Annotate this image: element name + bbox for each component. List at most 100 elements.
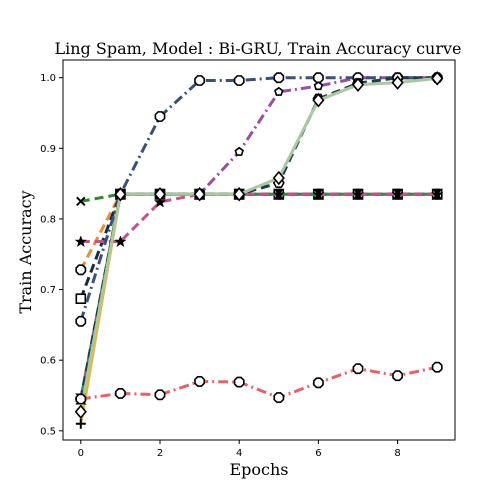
marker-octagon: [431, 361, 443, 373]
data-point-marker: [75, 393, 87, 405]
axes-group: 0 2 4 6 8 0.5 0.6 0.7 0.8 0.9 1.0: [40, 73, 401, 459]
marker-star: [74, 235, 88, 248]
marker-octagon: [233, 376, 245, 388]
data-point-marker: [114, 235, 127, 248]
data-point-marker: [313, 81, 324, 91]
data-point-marker: [272, 170, 285, 186]
x-tick-label: 2: [157, 448, 163, 459]
data-point-marker: [154, 111, 166, 122]
marker-x: [76, 196, 86, 207]
data-point-marker: [74, 404, 87, 419]
data-point-marker: [154, 389, 166, 401]
marker-star: [153, 195, 167, 208]
marker-octagon: [75, 315, 87, 327]
data-point-marker: [431, 71, 444, 86]
data-point-marker: [312, 93, 325, 108]
marker-diamond: [193, 186, 206, 202]
x-axis-label: Epochs: [229, 460, 288, 479]
data-point-marker: [75, 293, 87, 305]
marker-diamond: [153, 186, 167, 202]
data-point-marker: [194, 375, 206, 387]
x-tick-label: 4: [236, 448, 242, 459]
x-tick-label: 6: [315, 448, 321, 459]
data-point-marker: [233, 75, 245, 86]
series-line: [79, 76, 438, 412]
marker-octagon: [273, 392, 285, 404]
marker-diamond: [391, 75, 404, 90]
y-tick-label: 0.6: [40, 356, 56, 367]
y-tick-label: 0.7: [40, 285, 56, 296]
marker-star: [351, 187, 365, 200]
marker-octagon: [312, 377, 324, 389]
y-tick-label: 0.5: [40, 426, 56, 437]
marker-diamond: [74, 404, 87, 419]
marker-pentagon: [234, 146, 244, 156]
marker-octagon: [75, 393, 87, 405]
marker-diamond: [233, 186, 246, 202]
data-point-marker: [431, 361, 443, 373]
series-11: [75, 361, 443, 405]
series-line: [80, 192, 438, 243]
data-point-marker: [430, 187, 444, 200]
data-point-marker: [274, 86, 284, 96]
marker-octagon: [194, 75, 206, 86]
marker-octagon: [392, 370, 404, 382]
data-point-marker: [273, 392, 285, 404]
marker-star: [391, 187, 404, 200]
data-point-marker: [114, 186, 127, 202]
marker-star: [312, 187, 325, 200]
marker-octagon: [75, 264, 87, 276]
data-point-marker: [272, 187, 286, 200]
y-tick-label: 0.9: [40, 144, 56, 155]
data-point-marker: [392, 370, 404, 382]
x-tick-label: 8: [394, 448, 400, 459]
data-point-marker: [312, 187, 325, 200]
data-point-marker: [193, 186, 206, 202]
series-line: [80, 365, 438, 401]
data-point-marker: [233, 376, 245, 388]
marker-star: [430, 187, 444, 200]
marker-octagon: [154, 389, 166, 401]
marker-diamond: [312, 93, 325, 108]
chart-title: Ling Spam, Model : Bi-GRU, Train Accurac…: [54, 39, 461, 58]
y-tick-label: 1.0: [40, 73, 56, 84]
data-point-marker: [153, 186, 167, 202]
data-point-marker: [391, 75, 404, 90]
plot-frame: [62, 59, 456, 441]
x-tick-label: 0: [78, 448, 84, 459]
y-axis-label: Train Accuracy: [16, 190, 35, 313]
marker-octagon: [352, 363, 364, 375]
data-point-marker: [352, 363, 364, 375]
data-point-marker: [194, 75, 206, 86]
data-point-marker: [233, 186, 246, 202]
data-point-marker: [273, 72, 285, 84]
marker-star: [114, 235, 127, 248]
data-point-marker: [234, 146, 244, 156]
marker-diamond: [351, 77, 365, 92]
data-point-marker: [75, 418, 86, 429]
marker-octagon: [154, 111, 166, 122]
data-point-marker: [351, 187, 365, 200]
marker-octagon: [194, 375, 206, 387]
marker-diamond: [431, 71, 444, 86]
marker-octagon: [114, 387, 126, 399]
marker-octagon: [233, 75, 245, 86]
marker-pentagon: [274, 86, 284, 96]
marker-octagon: [312, 72, 324, 84]
marker-diamond: [114, 186, 127, 202]
data-point-marker: [312, 377, 324, 389]
marker-diamond: [272, 170, 285, 186]
marker-octagon: [273, 72, 285, 84]
data-point-marker: [391, 187, 404, 200]
marker-pentagon: [313, 81, 324, 91]
marker-plus: [75, 418, 86, 429]
data-point-marker: [153, 195, 167, 208]
data-point-marker: [75, 315, 87, 327]
data-point-marker: [74, 235, 88, 248]
series-10: [74, 71, 444, 419]
data-point-marker: [312, 72, 324, 84]
marker-star: [272, 187, 286, 200]
